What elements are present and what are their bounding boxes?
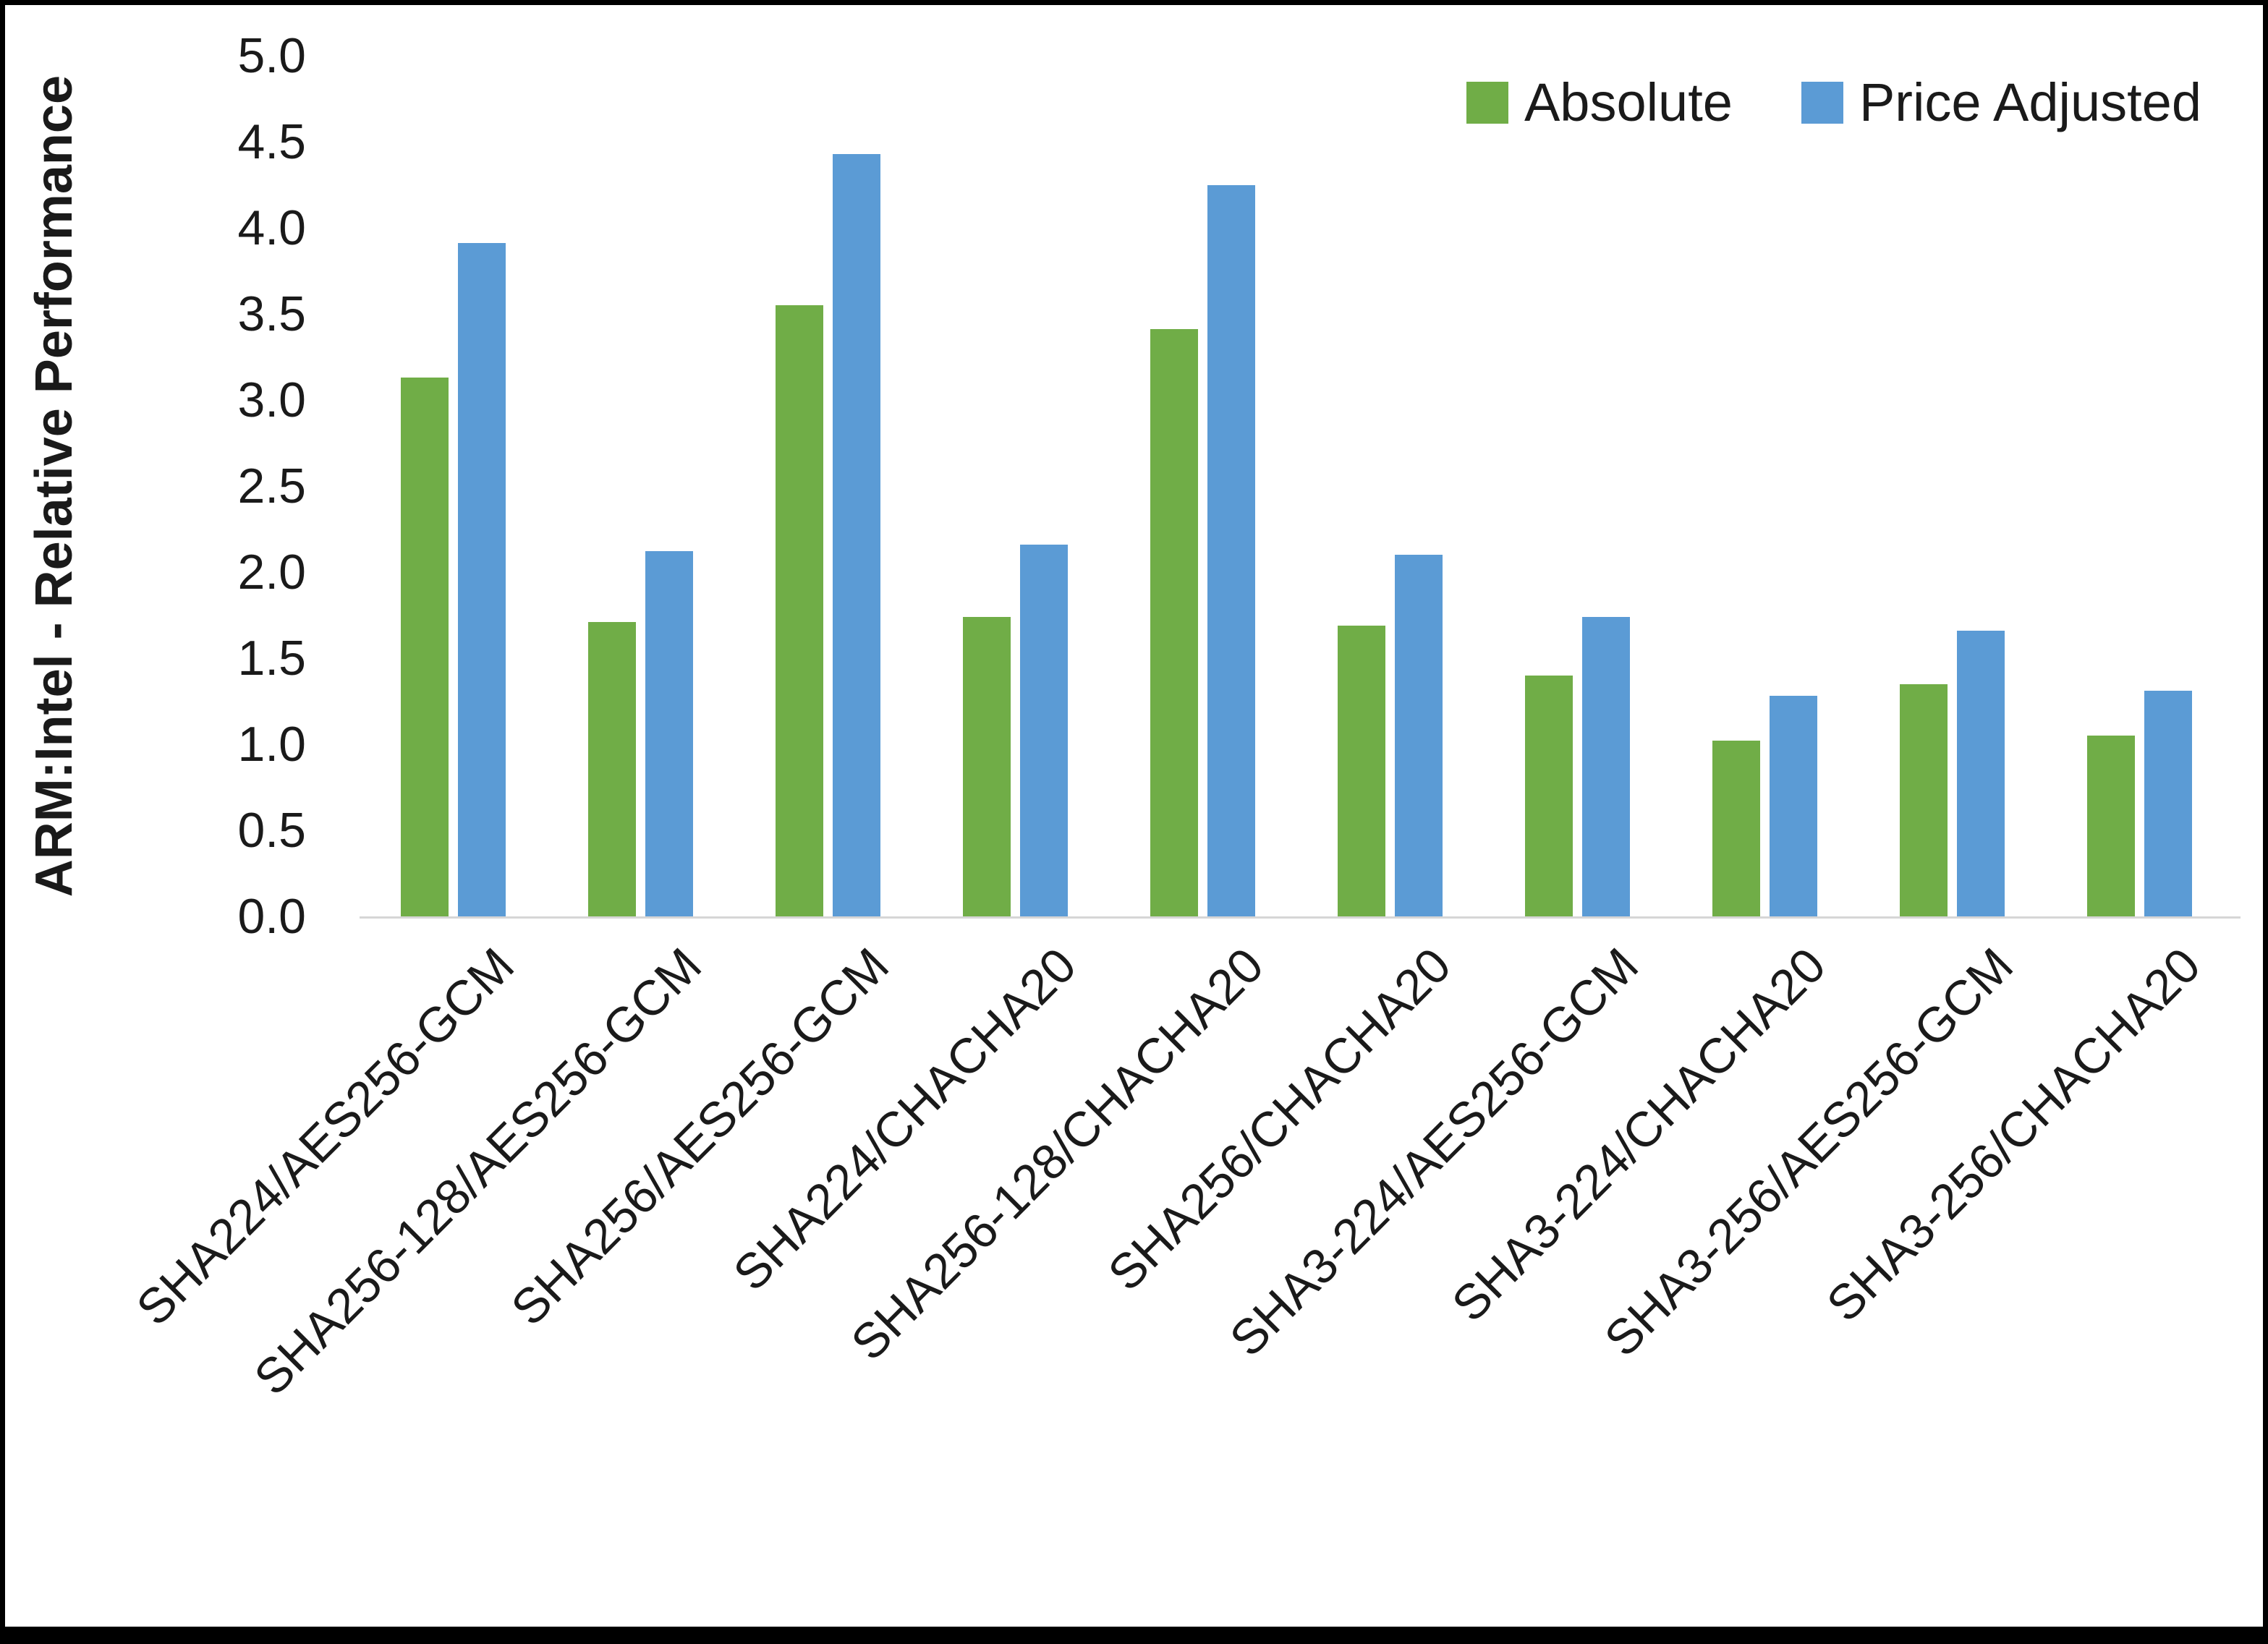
bar-absolute xyxy=(1338,625,1385,916)
bar-group xyxy=(360,56,547,916)
bar-group xyxy=(922,56,1109,916)
bar-absolute xyxy=(2087,736,2135,916)
bar-price-adjusted xyxy=(833,153,880,916)
bar-group xyxy=(1296,56,1484,916)
bar-group xyxy=(1484,56,1671,916)
bar-absolute xyxy=(1900,683,1948,916)
x-category-label: SHA256-128/AES256-GCM xyxy=(243,937,712,1406)
bar-price-adjusted xyxy=(1582,616,1630,916)
legend-swatch-price-adjusted xyxy=(1801,81,1843,124)
x-category-label: SHA256/CHACHA20 xyxy=(1097,937,1461,1302)
x-category-label: SHA3-256/AES256-GCM xyxy=(1593,937,2023,1367)
y-tick-label: 1.0 xyxy=(237,717,306,772)
bar-absolute xyxy=(588,622,636,916)
y-tick-label: 4.0 xyxy=(237,200,306,255)
bar-price-adjusted xyxy=(1020,544,1068,916)
bar-group xyxy=(547,56,734,916)
bar-price-adjusted xyxy=(2144,691,2192,916)
y-tick-label: 2.0 xyxy=(237,545,306,600)
bar-absolute xyxy=(1150,329,1198,916)
legend: Absolute Price Adjusted xyxy=(1466,72,2201,133)
bar-absolute xyxy=(401,378,449,916)
bar-absolute xyxy=(1712,741,1760,916)
legend-item-absolute: Absolute xyxy=(1466,72,1733,133)
x-category-label: SHA3-224/AES256-GCM xyxy=(1218,937,1649,1367)
y-tick-label: 3.0 xyxy=(237,372,306,427)
x-category-label: SHA256-128/CHACHA20 xyxy=(840,937,1274,1371)
legend-label-price-adjusted: Price Adjusted xyxy=(1859,72,2201,132)
bar-group xyxy=(1671,56,1859,916)
y-tick-label: 4.5 xyxy=(237,114,306,169)
bar-group xyxy=(1859,56,2046,916)
x-axis-line xyxy=(360,916,2241,919)
x-category-label: SHA224/AES256-GCM xyxy=(125,937,524,1337)
y-tick-label: 0.0 xyxy=(237,889,306,944)
bar-group xyxy=(734,56,922,916)
bar-absolute xyxy=(776,305,823,916)
bar-price-adjusted xyxy=(458,243,506,916)
y-tick-label: 0.5 xyxy=(237,803,306,858)
x-category-label: SHA256/AES256-GCM xyxy=(500,937,899,1337)
y-tick-label: 5.0 xyxy=(237,28,306,83)
bar-price-adjusted xyxy=(1957,630,2005,916)
bar-price-adjusted xyxy=(645,551,693,916)
bar-price-adjusted xyxy=(1770,696,1817,916)
x-category-label: SHA224/CHACHA20 xyxy=(722,937,1087,1302)
bar-group xyxy=(2046,56,2233,916)
legend-item-price-adjusted: Price Adjusted xyxy=(1801,72,2201,133)
plot-area xyxy=(360,56,2233,916)
bar-group xyxy=(1109,56,1296,916)
y-tick-label: 1.5 xyxy=(237,631,306,686)
y-tick-label: 2.5 xyxy=(237,459,306,514)
bar-absolute xyxy=(963,616,1011,916)
bar-absolute xyxy=(1525,675,1573,916)
bar-price-adjusted xyxy=(1395,555,1443,916)
y-axis-ticks: 0.0 0.5 1.0 1.5 2.0 2.5 3.0 3.5 4.0 4.5 5.0 xyxy=(5,31,323,941)
legend-swatch-absolute xyxy=(1466,81,1508,124)
x-category-label: SHA3-224/CHACHA20 xyxy=(1441,937,1836,1332)
x-category-label: SHA3-256/CHACHA20 xyxy=(1816,937,2211,1332)
bar-price-adjusted xyxy=(1207,184,1255,916)
y-tick-label: 3.5 xyxy=(237,286,306,341)
legend-label-absolute: Absolute xyxy=(1524,72,1733,132)
